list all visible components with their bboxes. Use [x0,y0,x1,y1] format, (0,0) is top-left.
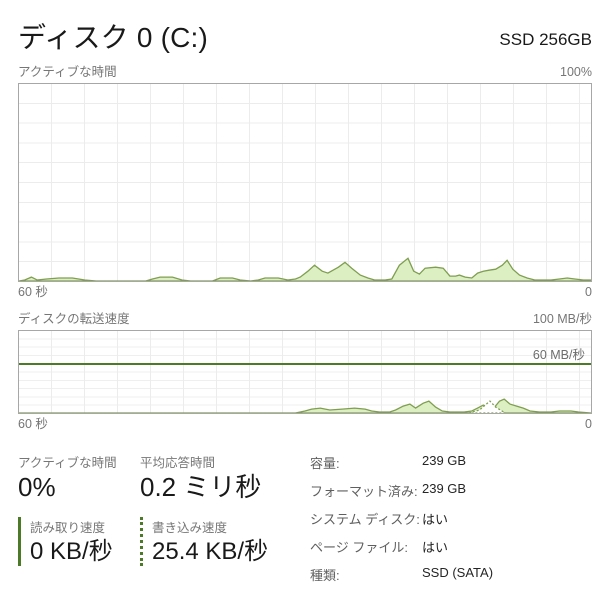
transfer-axis-left: 60 秒 [18,417,48,432]
detail-page-file-label: ページ ファイル: [310,539,408,555]
stat-avg-response-value: 0.2 ミリ秒 [140,471,262,502]
detail-capacity-label: 容量: [310,455,340,471]
active-time-axis: 60 秒 0 [18,285,592,299]
stat-active-time-value: 0% [18,471,56,502]
active-time-axis-left: 60 秒 [18,285,48,300]
detail-page-file: ページ ファイル: はい [310,537,493,556]
transfer-area-series [19,398,591,414]
detail-formatted-label: フォーマット済み: [310,483,418,499]
transfer-axis-right: 0 [585,417,592,432]
transfer-chart[interactable]: 60 MB/秒 [18,330,592,415]
detail-capacity: 容量: 239 GB [310,453,493,472]
detail-type: 種類: SSD (SATA) [310,565,493,584]
detail-type-value: SSD (SATA) [422,564,494,580]
active-time-area-series [19,257,591,282]
transfer-threshold-line [19,363,591,366]
detail-system-disk-label: システム ディスク: [310,511,420,527]
transfer-axis: 60 秒 0 [18,417,592,431]
active-time-scale-max: 100% [560,65,592,79]
detail-formatted: フォーマット済み: 239 GB [310,481,493,500]
stat-active-time: アクティブな時間 0% [18,452,140,503]
stat-write-speed-label: 書き込み速度 [152,521,228,536]
stat-write-speed-value: 25.4 KB/秒 [152,538,269,566]
stats-section: アクティブな時間 0% 平均応答時間 0.2 ミリ秒 読み取り速度 0 KB/秒 [18,452,592,593]
detail-system-disk-value: はい [422,511,449,527]
detail-capacity-value: 239 GB [422,452,467,468]
transfer-scale-max: 100 MB/秒 [532,311,592,326]
detail-system-disk: システム ディスク: はい [310,509,493,528]
transfer-threshold-label: 60 MB/秒 [532,348,585,363]
stat-write-speed: 書き込み速度 25.4 KB/秒 [140,517,300,566]
write-speed-legend-bar: 書き込み速度 25.4 KB/秒 [140,517,300,566]
disk-type-capacity: SSD 256GB [499,29,592,49]
stat-active-time-label: アクティブな時間 [18,455,117,470]
detail-page-file-value: はい [422,539,449,555]
header: ディスク 0 (C:) SSD 256GB [18,14,592,52]
page-title: ディスク 0 (C:) [18,22,209,53]
active-time-axis-right: 0 [585,285,592,300]
transfer-scale-row: ディスクの転送速度 100 MB/秒 [18,312,592,326]
active-time-scale-row: アクティブな時間 100% [18,65,592,79]
stats-row-1: アクティブな時間 0% 平均応答時間 0.2 ミリ秒 [18,452,310,503]
read-speed-legend-bar: 読み取り速度 0 KB/秒 [18,517,140,566]
stat-avg-response: 平均応答時間 0.2 ミリ秒 [140,452,300,503]
stat-read-speed: 読み取り速度 0 KB/秒 [18,517,140,566]
active-time-chart-label: アクティブな時間 [18,65,117,79]
stat-read-speed-label: 読み取り速度 [30,521,106,536]
transfer-chart-label: ディスクの転送速度 [18,311,130,326]
detail-type-label: 種類: [310,567,340,583]
stats-left-column: アクティブな時間 0% 平均応答時間 0.2 ミリ秒 読み取り速度 0 KB/秒 [18,452,310,593]
stat-avg-response-label: 平均応答時間 [140,455,216,470]
active-time-chart[interactable] [18,83,592,283]
stat-read-speed-value: 0 KB/秒 [30,538,113,566]
stats-row-2: 読み取り速度 0 KB/秒 書き込み速度 25.4 KB/秒 [18,517,310,566]
disk-details-column: 容量: 239 GB フォーマット済み: 239 GB システム ディスク: は… [310,452,493,593]
detail-formatted-value: 239 GB [422,480,467,496]
